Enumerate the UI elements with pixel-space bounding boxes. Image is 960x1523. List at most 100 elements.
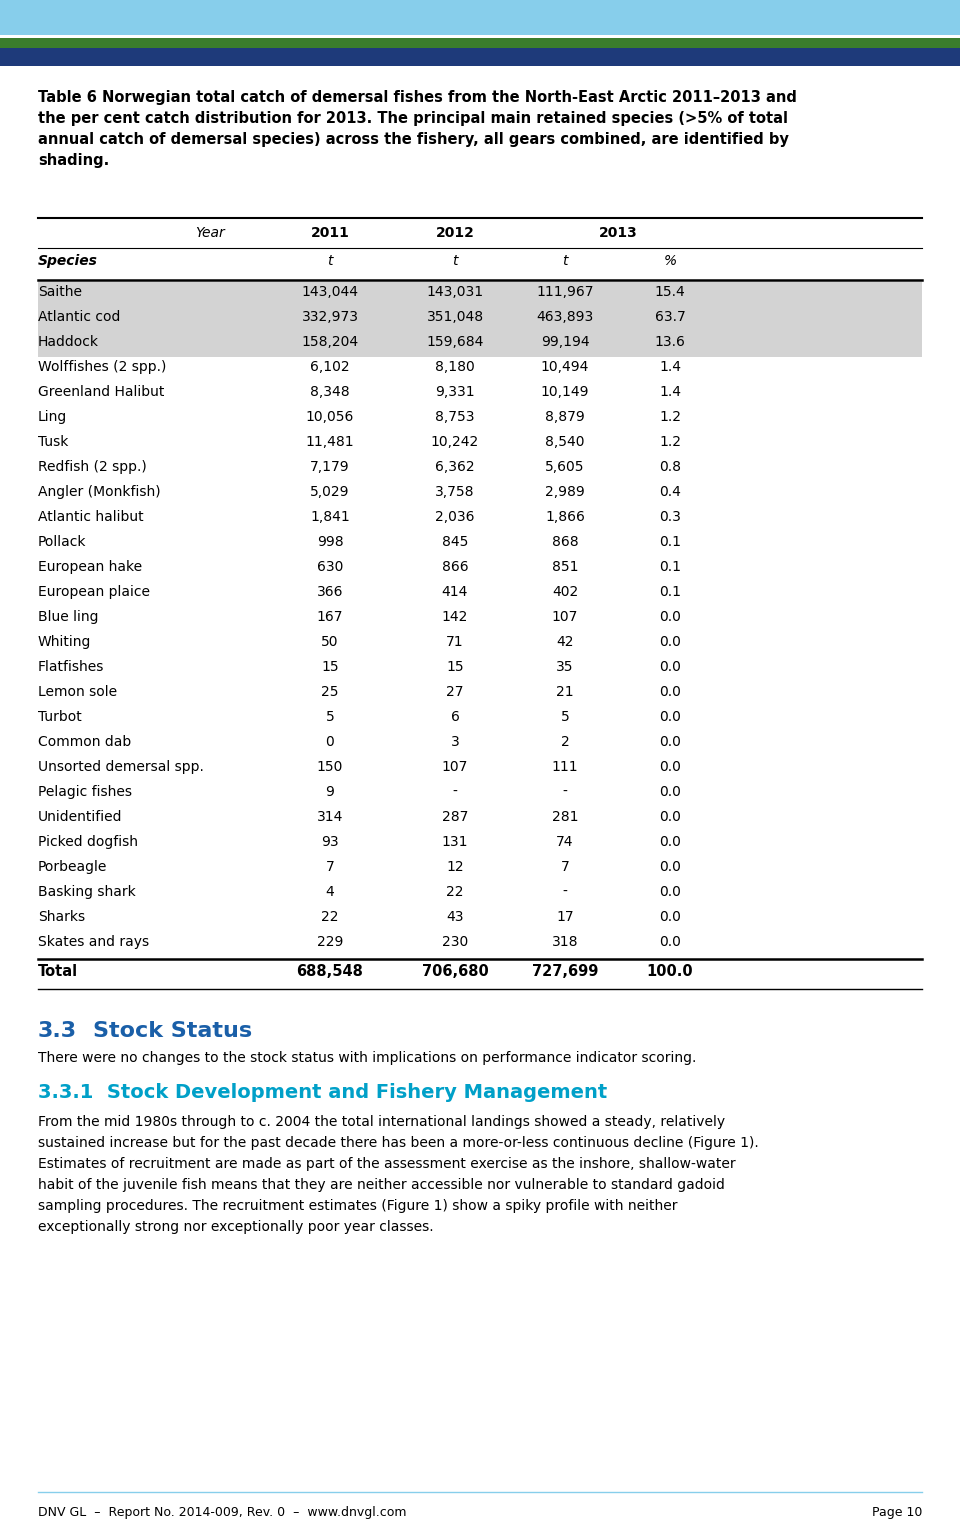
Text: 1,866: 1,866: [545, 510, 585, 524]
Text: 688,548: 688,548: [297, 964, 364, 979]
Text: 12: 12: [446, 860, 464, 874]
Text: Estimates of recruitment are made as part of the assessment exercise as the insh: Estimates of recruitment are made as par…: [38, 1157, 735, 1171]
Text: DNV GL  –  Report No. 2014-009, Rev. 0  –  www.dnvgl.com: DNV GL – Report No. 2014-009, Rev. 0 – w…: [38, 1506, 406, 1518]
Text: 21: 21: [556, 685, 574, 699]
Text: 150: 150: [317, 760, 343, 774]
Text: Angler (Monkfish): Angler (Monkfish): [38, 484, 160, 500]
Text: Tusk: Tusk: [38, 436, 68, 449]
Text: 0.0: 0.0: [660, 784, 681, 800]
Text: 402: 402: [552, 585, 578, 599]
Text: 15.4: 15.4: [655, 285, 685, 299]
Text: 0.3: 0.3: [660, 510, 681, 524]
Text: 3.3: 3.3: [38, 1020, 77, 1042]
Text: 27: 27: [446, 685, 464, 699]
Text: 414: 414: [442, 585, 468, 599]
Text: 10,494: 10,494: [540, 359, 589, 375]
Text: Redfish (2 spp.): Redfish (2 spp.): [38, 460, 147, 474]
Text: 6,102: 6,102: [310, 359, 349, 375]
Text: 2,036: 2,036: [435, 510, 475, 524]
Text: 1.4: 1.4: [659, 359, 681, 375]
Text: exceptionally strong nor exceptionally poor year classes.: exceptionally strong nor exceptionally p…: [38, 1220, 434, 1234]
Text: 706,680: 706,680: [421, 964, 489, 979]
Text: 99,194: 99,194: [540, 335, 589, 349]
Text: 314: 314: [317, 810, 343, 824]
Text: 866: 866: [442, 560, 468, 574]
Text: Page 10: Page 10: [872, 1506, 922, 1518]
Bar: [0, 0, 960, 35]
Text: Flatfishes: Flatfishes: [38, 659, 105, 675]
Text: Basking shark: Basking shark: [38, 885, 135, 899]
Text: 143,044: 143,044: [301, 285, 358, 299]
Text: Skates and rays: Skates and rays: [38, 935, 149, 949]
Text: 281: 281: [552, 810, 578, 824]
Text: 0.0: 0.0: [660, 685, 681, 699]
Bar: [38, 282, 922, 308]
Text: 111: 111: [552, 760, 578, 774]
Text: 868: 868: [552, 535, 578, 548]
Text: 50: 50: [322, 635, 339, 649]
Bar: [38, 332, 922, 356]
Text: 74: 74: [556, 835, 574, 848]
Text: 10,242: 10,242: [431, 436, 479, 449]
Text: European hake: European hake: [38, 560, 142, 574]
Text: %: %: [663, 254, 677, 268]
Text: 9,331: 9,331: [435, 385, 475, 399]
Text: Pollack: Pollack: [38, 535, 86, 548]
Text: 0.1: 0.1: [659, 560, 681, 574]
Text: 0.0: 0.0: [660, 635, 681, 649]
Text: 727,699: 727,699: [532, 964, 598, 979]
Text: 0.0: 0.0: [660, 710, 681, 723]
Text: 0: 0: [325, 736, 334, 749]
Text: Picked dogfish: Picked dogfish: [38, 835, 138, 848]
Text: 25: 25: [322, 685, 339, 699]
Text: 2012: 2012: [436, 225, 474, 241]
Text: Year: Year: [195, 225, 225, 241]
Text: 15: 15: [446, 659, 464, 675]
Text: 143,031: 143,031: [426, 285, 484, 299]
Text: 998: 998: [317, 535, 344, 548]
Text: 7: 7: [561, 860, 569, 874]
Text: Total: Total: [38, 964, 78, 979]
Text: 107: 107: [442, 760, 468, 774]
Text: the per cent catch distribution for 2013. The principal main retained species (>: the per cent catch distribution for 2013…: [38, 111, 788, 126]
Text: Whiting: Whiting: [38, 635, 91, 649]
Text: sampling procedures. The recruitment estimates (Figure 1) show a spiky profile w: sampling procedures. The recruitment est…: [38, 1199, 678, 1212]
Text: Unsorted demersal spp.: Unsorted demersal spp.: [38, 760, 204, 774]
Text: 3,758: 3,758: [435, 484, 475, 500]
Text: 158,204: 158,204: [301, 335, 359, 349]
Text: t: t: [327, 254, 333, 268]
Text: Porbeagle: Porbeagle: [38, 860, 108, 874]
Text: 5,605: 5,605: [545, 460, 585, 474]
Text: 8,180: 8,180: [435, 359, 475, 375]
Text: 159,684: 159,684: [426, 335, 484, 349]
Text: 0.0: 0.0: [660, 935, 681, 949]
Text: Wolffishes (2 spp.): Wolffishes (2 spp.): [38, 359, 166, 375]
Text: 2011: 2011: [311, 225, 349, 241]
Text: habit of the juvenile fish means that they are neither accessible nor vulnerable: habit of the juvenile fish means that th…: [38, 1177, 725, 1193]
Text: Common dab: Common dab: [38, 736, 132, 749]
Text: 318: 318: [552, 935, 578, 949]
Text: 0.0: 0.0: [660, 911, 681, 924]
Text: 1.4: 1.4: [659, 385, 681, 399]
Text: 63.7: 63.7: [655, 311, 685, 324]
Text: 0.0: 0.0: [660, 659, 681, 675]
Text: Lemon sole: Lemon sole: [38, 685, 117, 699]
Text: 630: 630: [317, 560, 343, 574]
Text: 10,149: 10,149: [540, 385, 589, 399]
Text: 366: 366: [317, 585, 344, 599]
Text: shading.: shading.: [38, 152, 109, 168]
Text: t: t: [452, 254, 458, 268]
Text: Species: Species: [38, 254, 98, 268]
Bar: [38, 308, 922, 332]
Text: 107: 107: [552, 611, 578, 624]
Text: 0.0: 0.0: [660, 810, 681, 824]
Text: 22: 22: [322, 911, 339, 924]
Text: 7: 7: [325, 860, 334, 874]
Text: 3: 3: [450, 736, 460, 749]
Text: 6: 6: [450, 710, 460, 723]
Text: 131: 131: [442, 835, 468, 848]
Text: Ling: Ling: [38, 410, 67, 423]
Text: Blue ling: Blue ling: [38, 611, 99, 624]
Text: European plaice: European plaice: [38, 585, 150, 599]
Text: 2: 2: [561, 736, 569, 749]
